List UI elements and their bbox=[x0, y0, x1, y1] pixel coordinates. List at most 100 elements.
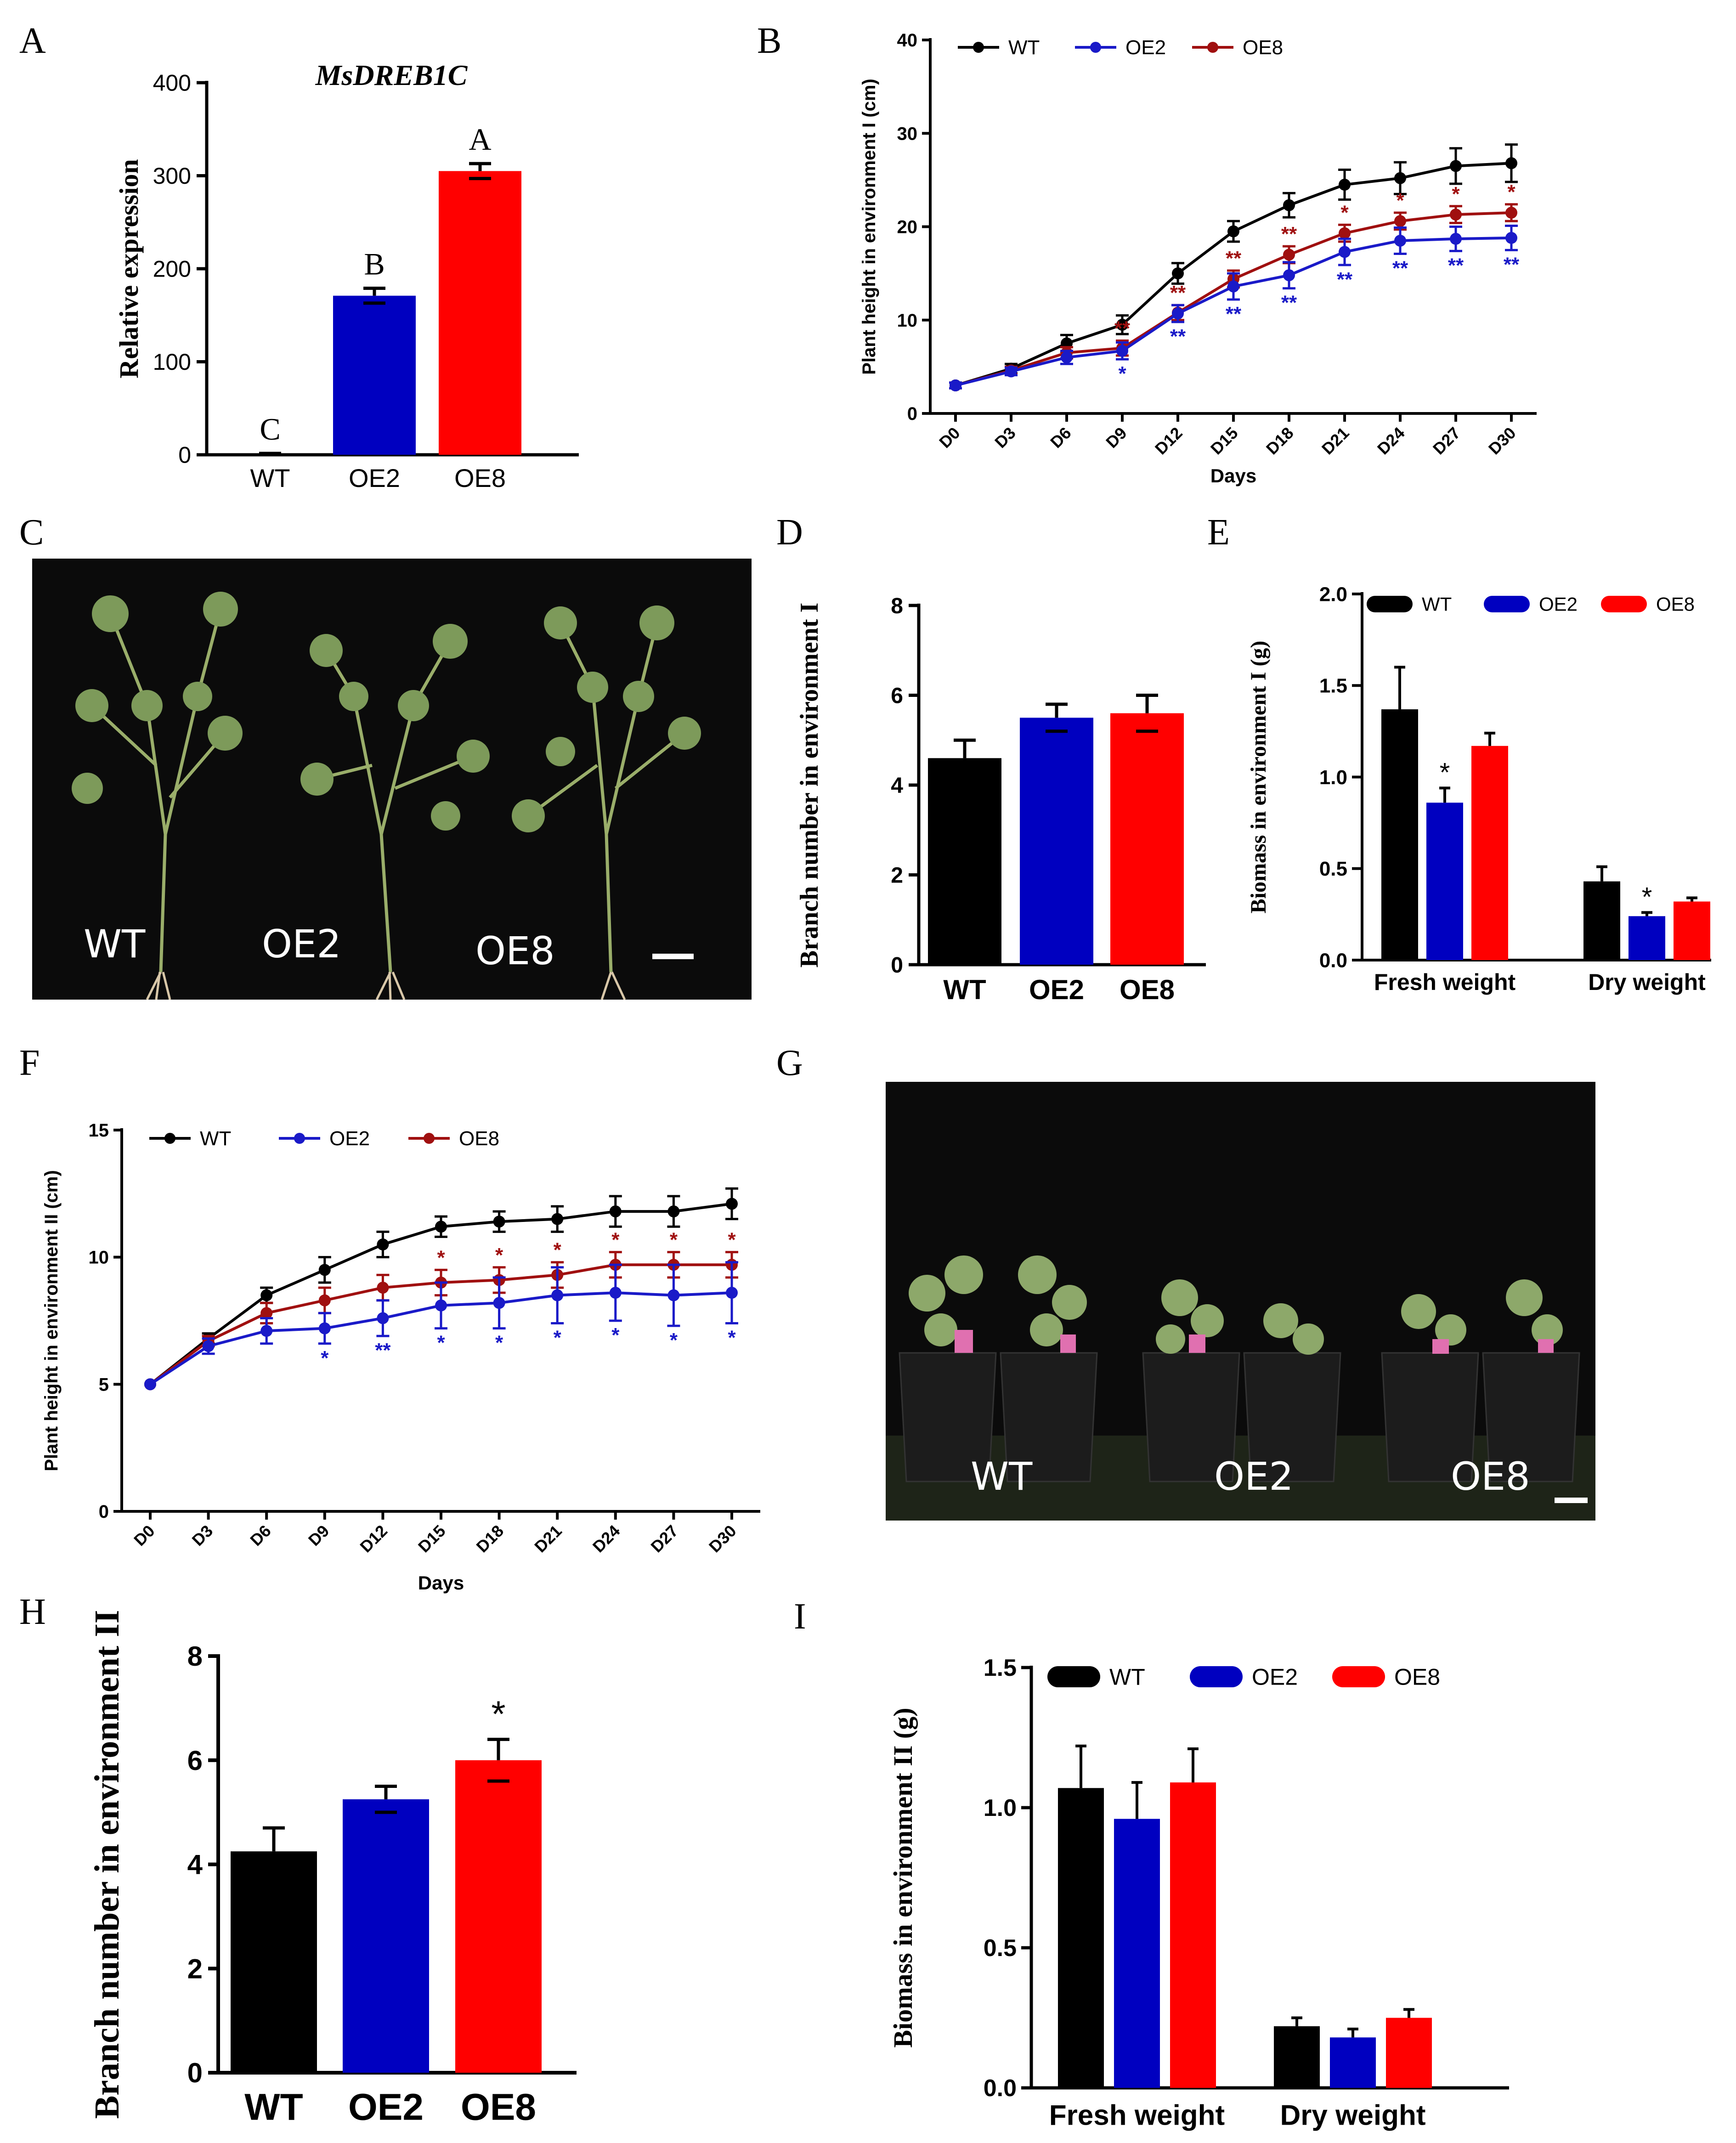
chart-F-x-tick-label: D9 bbox=[305, 1521, 333, 1550]
chart-D-y-label: Branch number in environment I bbox=[795, 603, 824, 967]
chart-D-y-tick-label: 0 bbox=[891, 953, 903, 978]
chart-F-legend-label-wt: WT bbox=[200, 1127, 231, 1150]
chart-H-category-label: OE8 bbox=[461, 2086, 536, 2128]
panel-letter-c: C bbox=[19, 512, 44, 553]
chart-I-group-label: Fresh weight bbox=[1049, 2100, 1225, 2132]
chart-A-category-label: OE8 bbox=[454, 464, 506, 492]
chart-I-y-tick-label: 1.5 bbox=[984, 1655, 1017, 1681]
chart-H-bar-wt bbox=[231, 1851, 317, 2073]
chart-F-x-label: Days bbox=[418, 1572, 464, 1594]
chart-F-point-wt bbox=[260, 1289, 273, 1301]
chart-B-point-wt bbox=[1339, 179, 1351, 191]
chart-D-category-label: OE2 bbox=[1029, 974, 1084, 1005]
chart-I-bar-oe8-0 bbox=[1170, 1782, 1216, 2088]
chart-E-legend-swatch-oe2 bbox=[1484, 596, 1530, 612]
chart-F-point-oe2 bbox=[260, 1325, 273, 1337]
chart-E-legend-swatch-oe8 bbox=[1601, 596, 1647, 612]
chart-E-y-tick-label: 0.0 bbox=[1319, 949, 1347, 972]
chart-A-category-label: WT bbox=[250, 464, 290, 492]
chart-F-x-tick-label: D30 bbox=[705, 1521, 740, 1556]
chart-D-category-label: OE8 bbox=[1120, 974, 1175, 1005]
chart-I-legend-label-oe2: OE2 bbox=[1252, 1664, 1298, 1690]
chart-B-y-tick-label: 30 bbox=[897, 124, 918, 144]
chart-F-point-wt bbox=[667, 1205, 680, 1218]
chart-B-point-oe8 bbox=[1450, 209, 1462, 221]
chart-B-legend-marker-wt bbox=[973, 42, 984, 53]
chart-F-point-oe2 bbox=[551, 1289, 564, 1301]
chart-F-legend-marker-oe8 bbox=[424, 1133, 435, 1144]
chart-I-bar-wt-0 bbox=[1058, 1788, 1104, 2088]
chart-A-y-tick-label: 0 bbox=[178, 442, 191, 468]
chart-F-sig-oe2: * bbox=[437, 1332, 445, 1354]
chart-B-x-tick-label: D6 bbox=[1046, 424, 1075, 452]
chart-B-sig-oe2: ** bbox=[1504, 253, 1520, 276]
chart-B-sig-oe2: ** bbox=[1448, 254, 1464, 277]
chart-B-point-oe2 bbox=[1227, 280, 1239, 293]
chart-I-bar-oe2-1 bbox=[1330, 2037, 1376, 2088]
chart-B-point-wt bbox=[1283, 199, 1295, 211]
chart-B-sig-oe8: ** bbox=[1226, 247, 1242, 270]
chart-D-y-tick-label: 4 bbox=[891, 774, 903, 798]
chart-A-bar-oe8 bbox=[439, 171, 521, 455]
chart-H-y-tick-label: 4 bbox=[187, 1849, 203, 1880]
chart-I-bar-oe2-0 bbox=[1114, 1819, 1160, 2088]
chart-E-y-label: Biomass in environment I (g) bbox=[1246, 641, 1271, 914]
chart-B-point-oe8 bbox=[1283, 249, 1295, 261]
chart-F-sig-oe2: * bbox=[670, 1329, 678, 1351]
chart-F-x-tick-label: D15 bbox=[414, 1521, 449, 1556]
chart-A-letter-oe8: A bbox=[469, 122, 491, 157]
chart-I-y-tick-label: 0.5 bbox=[984, 1935, 1017, 1962]
chart-E-y-tick-label: 2.0 bbox=[1319, 583, 1347, 605]
chart-F-sig-oe2: * bbox=[321, 1347, 329, 1369]
chart-B-x-tick-label: D12 bbox=[1151, 424, 1186, 458]
chart-E-group-label: Fresh weight bbox=[1374, 969, 1516, 995]
chart-E-legend-label-oe2: OE2 bbox=[1539, 594, 1578, 615]
chart-I-group-label: Dry weight bbox=[1280, 2100, 1426, 2132]
panel-letter-a: A bbox=[19, 21, 46, 61]
chart-H-y-tick-label: 6 bbox=[187, 1745, 203, 1776]
chart-F-sig-oe2: * bbox=[495, 1332, 503, 1354]
chart-F-point-oe2 bbox=[609, 1287, 622, 1299]
chart-H-y-label: Branch number in environment II bbox=[88, 1610, 126, 2119]
chart-B-sig-oe8: * bbox=[1340, 201, 1349, 224]
chart-F-x-tick-label: D24 bbox=[589, 1521, 624, 1556]
chart-F-y-tick-label: 15 bbox=[89, 1120, 109, 1141]
chart-H-y-tick-label: 0 bbox=[187, 2058, 203, 2088]
chart-E-bar-oe2-1 bbox=[1629, 916, 1665, 960]
chart-B-x-tick-label: D24 bbox=[1374, 424, 1408, 458]
chart-F-legend-marker-oe2 bbox=[294, 1133, 305, 1144]
chart-F-sig-oe2: * bbox=[611, 1324, 620, 1346]
chart-F-sig-oe8: * bbox=[437, 1246, 445, 1269]
chart-B-y-tick-label: 20 bbox=[897, 217, 918, 237]
scale-bar-g bbox=[1555, 1498, 1588, 1503]
chart-B-legend-label-oe8: OE8 bbox=[1243, 36, 1283, 59]
chart-F-point-oe8 bbox=[318, 1294, 331, 1306]
chart-F-sig-oe8: * bbox=[554, 1239, 562, 1261]
chart-B-sig-oe2: * bbox=[1118, 362, 1126, 385]
chart-E-y-tick-label: 0.5 bbox=[1319, 858, 1347, 880]
chart-B-y-label: Plant height in environment I (cm) bbox=[859, 79, 879, 375]
chart-B-sig-oe2: ** bbox=[1337, 268, 1353, 291]
chart-H-category-label: WT bbox=[244, 2086, 303, 2128]
chart-B-x-tick-label: D21 bbox=[1318, 424, 1353, 458]
chart-B-legend-label-wt: WT bbox=[1008, 36, 1040, 59]
chart-B-x-tick-label: D30 bbox=[1485, 424, 1520, 458]
chart-B-x-tick-label: D15 bbox=[1207, 424, 1242, 458]
chart-A-letter-oe2: B bbox=[364, 247, 385, 282]
chart-F-x-tick-label: D12 bbox=[356, 1521, 391, 1556]
chart-D-y-tick-label: 8 bbox=[891, 594, 903, 618]
chart-D-bar-oe8 bbox=[1110, 713, 1184, 965]
chart-B-point-wt bbox=[1172, 267, 1184, 280]
chart-F-legend-label-oe2: OE2 bbox=[329, 1127, 370, 1150]
chart-F-point-oe2 bbox=[667, 1289, 680, 1301]
chart-F-point-wt bbox=[551, 1213, 564, 1225]
panel-letter-d: D bbox=[776, 512, 803, 553]
chart-F-legend-marker-wt bbox=[164, 1133, 175, 1144]
chart-E-legend-swatch-wt bbox=[1367, 596, 1413, 612]
chart-B-point-oe2 bbox=[1450, 232, 1462, 245]
photo-g-label-oe2: OE2 bbox=[1214, 1454, 1294, 1499]
chart-E-y-tick-label: 1.5 bbox=[1319, 675, 1347, 697]
photo-c-label-oe2: OE2 bbox=[262, 922, 341, 967]
chart-F-point-oe2 bbox=[202, 1340, 215, 1352]
